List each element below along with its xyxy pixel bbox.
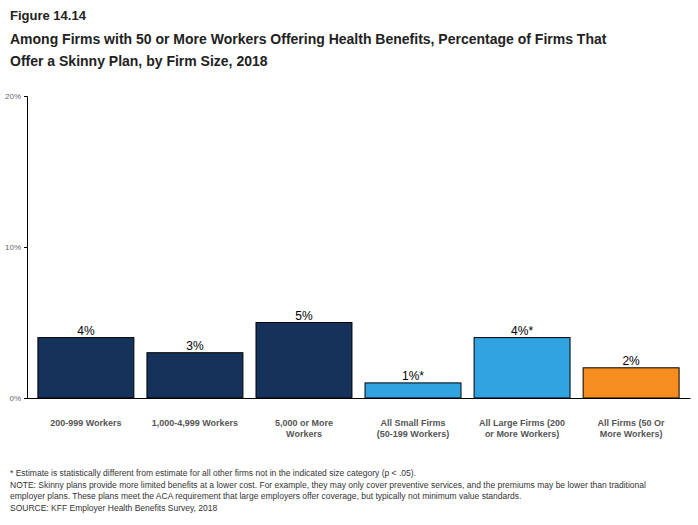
data-label: 2% <box>622 354 640 368</box>
bar <box>38 338 134 398</box>
bar <box>256 323 352 399</box>
bar <box>365 383 461 398</box>
x-tick-labels: 200-999 Workers 1,000-4,999 Workers 5,000 … <box>50 418 665 439</box>
tick: 0% <box>9 394 27 403</box>
text-line: Offer a Skinny Plan, by Firm Size, 2018 <box>10 53 268 69</box>
bar <box>147 353 243 398</box>
data-label: 1%* <box>402 369 424 383</box>
text-line: * Estimate is statistically different fr… <box>10 468 416 478</box>
tick-label: All Firms (50 OrMore Workers) <box>598 418 666 439</box>
text-line: 1,000-4,999 Workers <box>152 418 238 428</box>
data-label: 4%* <box>511 324 533 338</box>
text-line: All Small Firms <box>381 418 446 428</box>
text-line: Among Firms with 50 or More Workers Offe… <box>10 31 607 47</box>
data-labels: 4% 3% 5% 1%* 4%* 2% <box>77 309 640 383</box>
text-line: employer plans. These plans meet the ACA… <box>10 491 521 501</box>
tick-mark <box>24 398 27 399</box>
tick-label: 20% <box>5 92 21 101</box>
tick-label: All Small Firms(50-199 Workers) <box>377 418 449 439</box>
text-line: 200-999 Workers <box>50 418 121 428</box>
tick-label: 10% <box>5 243 21 252</box>
y-axis-line <box>24 97 28 399</box>
text-line: or More Workers) <box>485 429 559 439</box>
text-line: 5,000 or More <box>275 418 333 428</box>
text-line: Workers <box>286 429 322 439</box>
tick-mark <box>24 96 27 97</box>
text-line: All Firms (50 Or <box>598 418 666 428</box>
text-line: More Workers) <box>600 429 663 439</box>
tick-label: 200-999 Workers <box>50 418 121 428</box>
chart: Figure 14.14 Among Firms with 50 or More … <box>0 0 698 525</box>
tick-label: 1,000-4,999 Workers <box>152 418 238 428</box>
text-line: SOURCE: KFF Employer Health Benefits Sur… <box>10 503 218 513</box>
figure-label: Figure 14.14 <box>10 8 87 23</box>
note: * Estimate is statistically different fr… <box>10 468 416 478</box>
text-line: NOTE: Skinny plans provide more limited … <box>10 480 646 490</box>
data-label: 3% <box>186 339 204 353</box>
y-axis: 0% 10% 20% <box>5 92 28 403</box>
text-line: All Large Firms (200 <box>479 418 565 428</box>
x-axis-line <box>28 398 691 399</box>
bar <box>474 338 570 398</box>
bar <box>583 368 679 398</box>
note: SOURCE: KFF Employer Health Benefits Sur… <box>10 503 218 513</box>
title: Among Firms with 50 or More Workers Offe… <box>10 31 607 69</box>
tick-label: All Large Firms (200or More Workers) <box>479 418 565 439</box>
text-line: (50-199 Workers) <box>377 429 449 439</box>
tick: 10% <box>5 243 27 252</box>
bars <box>38 323 679 399</box>
data-label: 5% <box>295 309 313 323</box>
tick-mark <box>24 247 27 248</box>
tick-label: 0% <box>9 394 21 403</box>
data-label: 4% <box>77 324 95 338</box>
note: NOTE: Skinny plans provide more limited … <box>10 480 646 502</box>
tick: 20% <box>5 92 27 101</box>
tick-label: 5,000 or MoreWorkers <box>275 418 333 439</box>
